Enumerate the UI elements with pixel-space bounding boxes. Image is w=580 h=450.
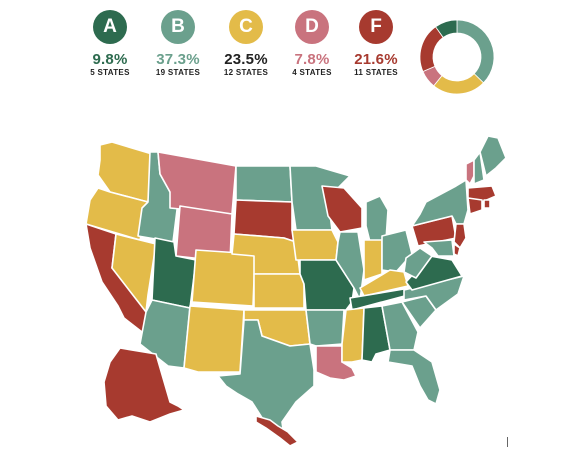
grade-f-percent: 21.6% bbox=[354, 51, 398, 68]
state-in bbox=[363, 239, 383, 281]
donut-segment-b bbox=[456, 19, 495, 84]
grade-c-count: 12 STATES bbox=[223, 68, 269, 77]
grade-b-count: 19 STATES bbox=[155, 68, 201, 77]
state-ct bbox=[467, 197, 483, 215]
state-ri bbox=[483, 199, 491, 209]
state-oh bbox=[381, 229, 413, 273]
state-vt bbox=[465, 159, 475, 185]
state-il bbox=[335, 231, 365, 301]
donut-segment-a bbox=[435, 19, 458, 38]
state-co bbox=[191, 249, 256, 307]
grade-donut-chart bbox=[419, 19, 495, 95]
state-ga bbox=[381, 301, 419, 351]
state-md bbox=[423, 239, 455, 257]
state-nd bbox=[235, 165, 293, 203]
state-me bbox=[479, 135, 507, 177]
state-wi bbox=[321, 185, 363, 233]
state-wv bbox=[403, 247, 433, 279]
grade-f-count: 11 STATES bbox=[354, 68, 398, 77]
state-nv bbox=[111, 233, 157, 313]
state-ak bbox=[103, 347, 185, 423]
grade-f-badge: F bbox=[359, 10, 393, 44]
grade-c-item: C 23.5% 12 STATES bbox=[208, 10, 284, 77]
state-nm bbox=[183, 305, 245, 373]
grade-b-percent: 37.3% bbox=[156, 51, 200, 68]
state-fl bbox=[387, 349, 441, 405]
state-ia bbox=[291, 229, 339, 261]
state-tx bbox=[217, 319, 315, 437]
grade-a-count: 5 STATES bbox=[90, 68, 130, 77]
grade-legend: A 9.8% 5 STATES B 37.3% 19 STATES C 23.5… bbox=[72, 10, 412, 90]
grade-d-count: 4 STATES bbox=[292, 68, 332, 77]
state-ma bbox=[467, 185, 497, 203]
state-ks bbox=[253, 273, 305, 309]
scroll-marker bbox=[507, 437, 508, 447]
state-nj bbox=[453, 223, 467, 249]
state-ar bbox=[305, 309, 345, 347]
state-hi bbox=[255, 415, 299, 447]
state-nc bbox=[403, 275, 465, 311]
grade-b-item: B 37.3% 19 STATES bbox=[140, 10, 216, 77]
grade-c-badge: C bbox=[229, 10, 263, 44]
grade-a-item: A 9.8% 5 STATES bbox=[72, 10, 148, 77]
grade-d-badge: D bbox=[295, 10, 329, 44]
donut-segment-f bbox=[419, 26, 444, 73]
us-grade-map bbox=[85, 135, 507, 447]
grade-b-badge: B bbox=[161, 10, 195, 44]
grade-d-percent: 7.8% bbox=[294, 51, 330, 68]
grade-a-badge: A bbox=[93, 10, 127, 44]
state-nh bbox=[473, 151, 485, 185]
state-ny bbox=[411, 179, 469, 227]
grade-c-percent: 23.5% bbox=[224, 51, 268, 68]
state-ms bbox=[341, 307, 365, 363]
grade-a-percent: 9.8% bbox=[92, 51, 128, 68]
state-ky bbox=[359, 269, 409, 297]
grade-f-item: F 21.6% 11 STATES bbox=[338, 10, 414, 77]
state-mt bbox=[157, 151, 237, 215]
grade-d-item: D 7.8% 4 STATES bbox=[274, 10, 350, 77]
